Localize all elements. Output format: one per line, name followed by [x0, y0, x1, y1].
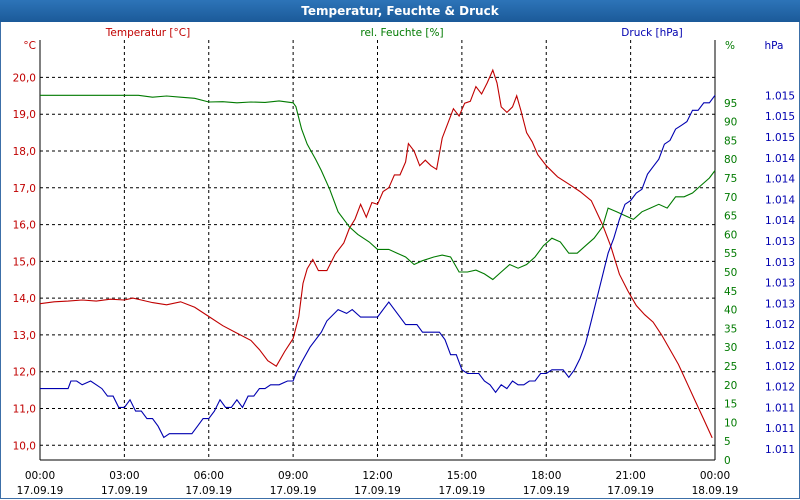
press-tick-label: 1.011: [765, 423, 795, 435]
hum-tick-label: 5: [724, 436, 731, 448]
press-tick-label: 1.013: [765, 278, 795, 290]
x-tick-date: 17.09.19: [354, 485, 401, 497]
press-tick-label: 1.012: [765, 361, 795, 373]
x-tick-time: 15:00: [447, 470, 477, 482]
x-tick-date: 17.09.19: [101, 485, 148, 497]
temp-tick-label: 20,0: [13, 72, 36, 84]
x-tick-time: 09:00: [278, 470, 308, 482]
press-tick-label: 1.013: [765, 236, 795, 248]
press-tick-label: 1.015: [765, 111, 795, 123]
temp-tick-label: 17,0: [13, 183, 36, 195]
hum-unit: %: [725, 40, 735, 52]
x-tick-time: 03:00: [109, 470, 139, 482]
hum-tick-label: 0: [724, 455, 731, 467]
hum-tick-label: 85: [724, 135, 737, 147]
hum-tick-label: 60: [724, 229, 737, 241]
temp-tick-label: 13,0: [13, 330, 36, 342]
x-tick-date: 17.09.19: [185, 485, 232, 497]
hum-tick-label: 55: [724, 248, 737, 260]
press-tick-label: 1.014: [765, 215, 795, 227]
x-tick-time: 00:00: [25, 470, 55, 482]
x-tick-date: 17.09.19: [523, 485, 570, 497]
press-tick-label: 1.015: [765, 90, 795, 102]
press-tick-label: 1.014: [765, 174, 795, 186]
press-tick-label: 1.014: [765, 194, 795, 206]
temp-unit: °C: [23, 40, 36, 52]
hum-axis-label: rel. Feuchte [%]: [360, 27, 443, 39]
temp-tick-label: 18,0: [13, 146, 36, 158]
x-tick-date: 17.09.19: [438, 485, 485, 497]
hum-tick-label: 10: [724, 417, 737, 429]
hum-tick-label: 20: [724, 380, 737, 392]
press-tick-label: 1.013: [765, 298, 795, 310]
series-hum-line: [40, 94, 716, 281]
series-press-line: [40, 94, 716, 439]
press-tick-label: 1.012: [765, 382, 795, 394]
temp-tick-label: 10,0: [13, 440, 36, 452]
hum-tick-label: 75: [724, 173, 737, 185]
x-tick-date: 18.09.19: [692, 485, 739, 497]
temp-tick-label: 14,0: [13, 293, 36, 305]
hum-tick-label: 45: [724, 286, 737, 298]
hum-tick-label: 35: [724, 323, 737, 335]
x-tick-date: 17.09.19: [270, 485, 317, 497]
hum-tick-label: 65: [724, 211, 737, 223]
series-lines: [39, 68, 716, 439]
hum-tick-label: 90: [724, 117, 737, 129]
press-tick-label: 1.011: [765, 402, 795, 414]
press-tick-label: 1.012: [765, 340, 795, 352]
temp-tick-label: 15,0: [13, 256, 36, 268]
chart-title: Temperatur, Feuchte & Druck: [301, 4, 499, 18]
temp-axis-label: Temperatur [°C]: [105, 27, 190, 39]
temp-tick-label: 12,0: [13, 367, 36, 379]
hum-tick-label: 95: [724, 98, 737, 110]
press-tick-label: 1.015: [765, 132, 795, 144]
press-tick-label: 1.014: [765, 153, 795, 165]
temp-tick-label: 16,0: [13, 220, 36, 232]
hum-tick-label: 50: [724, 267, 737, 279]
press-tick-label: 1.013: [765, 257, 795, 269]
hum-tick-label: 15: [724, 399, 737, 411]
press-unit: hPa: [765, 40, 784, 52]
temp-tick-label: 11,0: [13, 404, 36, 416]
x-tick-time: 21:00: [615, 470, 645, 482]
series-temp-line: [39, 68, 713, 439]
hum-tick-label: 30: [724, 342, 737, 354]
press-axis-label: Druck [hPa]: [621, 27, 682, 39]
grid-lines: [39, 40, 716, 461]
press-tick-label: 1.011: [765, 444, 795, 456]
hum-tick-label: 40: [724, 305, 737, 317]
chart-title-bar: Temperatur, Feuchte & Druck: [0, 0, 800, 22]
hum-tick-label: 70: [724, 192, 737, 204]
x-tick-date: 17.09.19: [17, 485, 64, 497]
x-tick-date: 17.09.19: [607, 485, 654, 497]
hum-tick-label: 25: [724, 361, 737, 373]
axis-labels: 10,0 11,0 12,0 13,0 14,0 15,0 16,0 17,0 18,0 19,0…: [13, 27, 796, 497]
hum-tick-label: 80: [724, 154, 737, 166]
x-tick-time: 18:00: [531, 470, 561, 482]
temp-tick-label: 19,0: [13, 109, 36, 121]
x-tick-time: 06:00: [194, 470, 224, 482]
x-tick-time: 12:00: [362, 470, 392, 482]
press-tick-label: 1.012: [765, 319, 795, 331]
x-tick-time: 00:00: [700, 470, 730, 482]
